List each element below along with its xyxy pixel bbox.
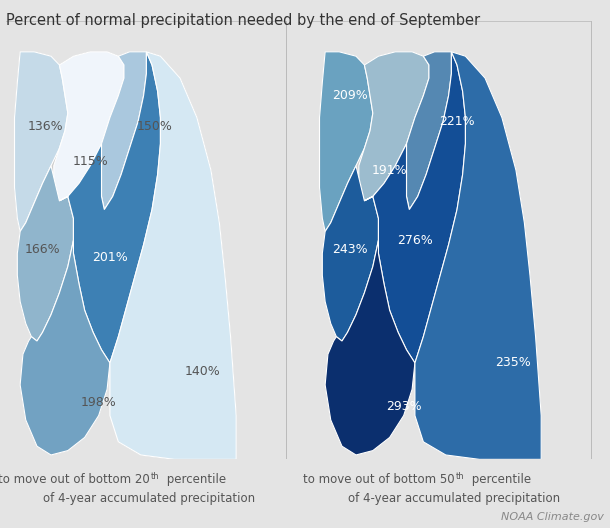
Text: 140%: 140% [185,365,220,378]
Polygon shape [325,240,415,455]
Text: 136%: 136% [27,120,63,133]
Text: of 4-year accumulated precipitation: of 4-year accumulated precipitation [43,492,256,505]
Polygon shape [20,240,110,455]
Polygon shape [54,52,124,201]
Text: 235%: 235% [495,356,531,370]
Text: NOAA Climate.gov: NOAA Climate.gov [501,512,604,522]
Text: percentile: percentile [163,473,226,486]
Text: of 4-year accumulated precipitation: of 4-year accumulated precipitation [348,492,561,505]
Polygon shape [322,166,378,341]
Text: 201%: 201% [92,251,128,265]
Polygon shape [110,52,236,459]
Text: 115%: 115% [73,155,108,168]
Polygon shape [364,52,465,363]
Text: Percent of normal precipitation needed by the end of September: Percent of normal precipitation needed b… [6,13,480,28]
Text: 198%: 198% [81,396,117,409]
Polygon shape [415,52,541,459]
Polygon shape [17,166,73,341]
Text: to move out of bottom 20: to move out of bottom 20 [0,473,149,486]
Text: 293%: 293% [386,400,422,413]
Polygon shape [15,52,68,231]
Polygon shape [359,52,429,201]
Text: 276%: 276% [397,234,433,247]
Text: th: th [456,472,464,480]
Text: 221%: 221% [439,116,475,128]
Polygon shape [406,52,451,210]
Polygon shape [320,52,373,231]
Text: 150%: 150% [137,120,173,133]
Text: to move out of bottom 50: to move out of bottom 50 [303,473,454,486]
Polygon shape [59,52,160,363]
Text: 166%: 166% [25,242,60,256]
Text: 209%: 209% [332,89,368,102]
Text: 243%: 243% [332,242,368,256]
Polygon shape [101,52,146,210]
Text: percentile: percentile [468,473,531,486]
Polygon shape [6,21,287,459]
Text: th: th [151,472,159,480]
Polygon shape [311,21,592,459]
Text: 191%: 191% [372,164,407,177]
